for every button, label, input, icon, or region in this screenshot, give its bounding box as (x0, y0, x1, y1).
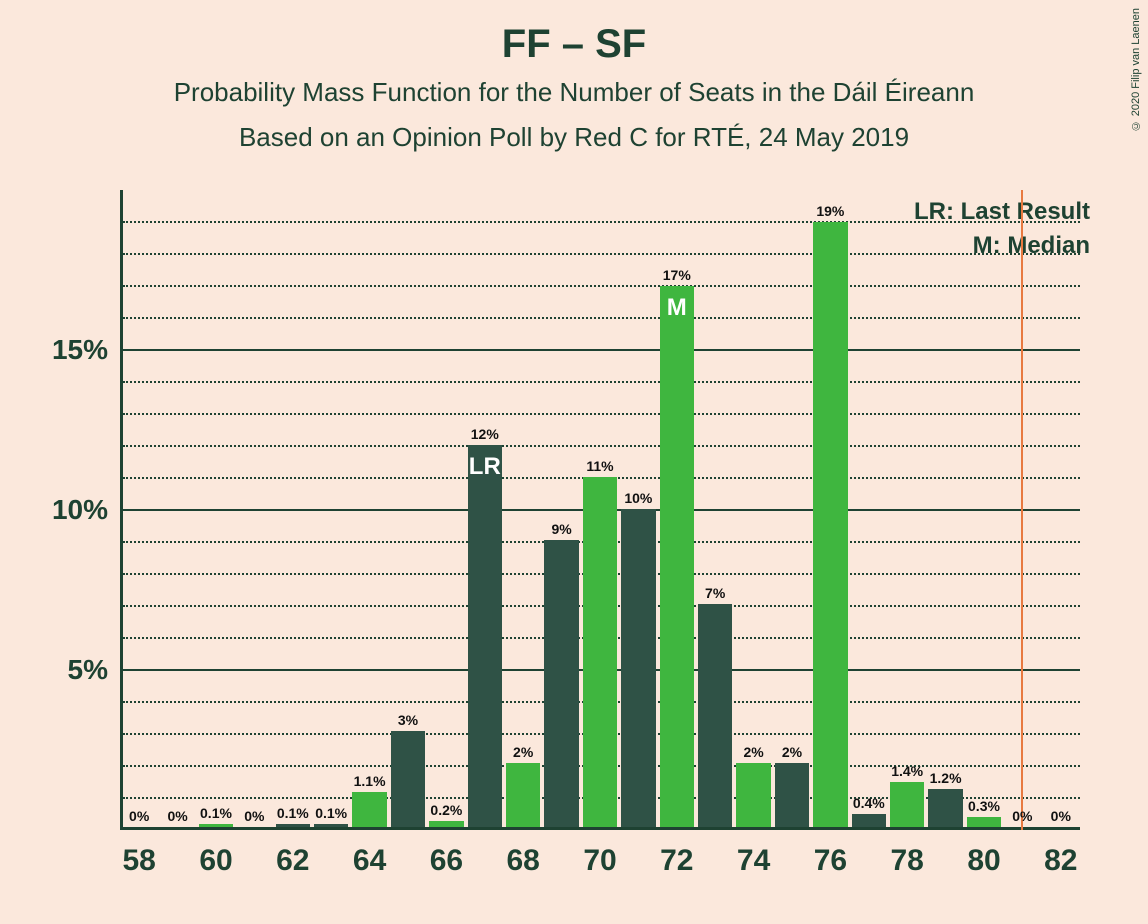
bar: 10% (621, 509, 656, 828)
bar-value-label: 2% (513, 744, 533, 763)
bar-value-label: 2% (782, 744, 802, 763)
x-tick-label: 70 (583, 844, 616, 878)
bar: 0.1% (314, 824, 349, 827)
bar-value-label: 9% (551, 521, 571, 540)
bar-value-label: 19% (816, 203, 844, 222)
bar: 2% (506, 763, 541, 827)
bar: 1.2% (928, 789, 963, 827)
x-axis-line (120, 827, 1080, 830)
bar: 17%M (660, 286, 695, 827)
bar-value-label: 0.4% (853, 795, 885, 814)
bar-value-label: 0.1% (277, 805, 309, 824)
x-tick-label: 58 (123, 844, 156, 878)
x-tick-label: 76 (814, 844, 847, 878)
bar: 0.4% (852, 814, 887, 827)
bar-value-label: 0% (244, 808, 264, 827)
titles: FF – SF Probability Mass Function for th… (0, 0, 1148, 153)
bar-value-label: 0% (167, 808, 187, 827)
chart-subtitle2: Based on an Opinion Poll by Red C for RT… (0, 122, 1148, 153)
bar-value-label: 0% (1051, 808, 1071, 827)
x-tick-label: 62 (276, 844, 309, 878)
x-tick-label: 80 (967, 844, 1000, 878)
copyright-text: © 2020 Filip van Laenen (1130, 8, 1142, 131)
x-tick-label: 66 (430, 844, 463, 878)
x-tick-label: 82 (1044, 844, 1077, 878)
bar: 3% (391, 731, 426, 827)
bar-value-label: 10% (624, 490, 652, 509)
bar: 19% (813, 222, 848, 827)
x-tick-label: 72 (660, 844, 693, 878)
bar-value-label: 7% (705, 585, 725, 604)
gridline-minor (123, 413, 1080, 415)
x-tick-label: 78 (891, 844, 924, 878)
x-tick-label: 68 (507, 844, 540, 878)
bar: 9% (544, 540, 579, 827)
bar-value-label: 0.2% (430, 802, 462, 821)
x-tick-label: 60 (199, 844, 232, 878)
bar: 0.1% (276, 824, 311, 827)
x-tick-label: 74 (737, 844, 770, 878)
bar-value-label: 0% (129, 808, 149, 827)
bar: 12%LR (468, 445, 503, 827)
gridline-major (123, 349, 1080, 351)
y-tick-label: 5% (18, 654, 108, 686)
gridline-minor (123, 253, 1080, 255)
y-tick-label: 15% (18, 334, 108, 366)
bar-value-label: 12% (471, 426, 499, 445)
bar-value-label: 1.2% (930, 770, 962, 789)
bar: 0.3% (967, 817, 1002, 827)
bar-value-label: 0.3% (968, 798, 1000, 817)
chart-subtitle: Probability Mass Function for the Number… (0, 77, 1148, 108)
x-tick-label: 64 (353, 844, 386, 878)
bar-value-label: 1.4% (891, 763, 923, 782)
bar-value-label: 0% (1012, 808, 1032, 827)
bar-value-label: 3% (398, 712, 418, 731)
gridline-minor (123, 285, 1080, 287)
chart-title: FF – SF (0, 22, 1148, 67)
bar: 1.1% (352, 792, 387, 827)
bar-value-label: 17% (663, 267, 691, 286)
y-tick-label: 10% (18, 494, 108, 526)
bar-value-label: 11% (586, 458, 613, 477)
bar: 1.4% (890, 782, 925, 827)
bar-value-label: 0.1% (200, 805, 232, 824)
bar: 11% (583, 477, 618, 827)
bar-marker-text: M (667, 294, 687, 322)
chart-plot-area: 5%10%15%586062646668707274767880820%0%0.… (120, 190, 1080, 830)
gridline-minor (123, 445, 1080, 447)
bar: 0.1% (199, 824, 234, 827)
bar-value-label: 0.1% (315, 805, 347, 824)
bar-marker-text: LR (469, 453, 501, 481)
bar: 0.2% (429, 821, 464, 827)
bar: 7% (698, 604, 733, 827)
bar: 2% (736, 763, 771, 827)
reference-vline (1021, 190, 1023, 830)
gridline-minor (123, 221, 1080, 223)
bar: 2% (775, 763, 810, 827)
gridline-minor (123, 317, 1080, 319)
bar-value-label: 1.1% (354, 773, 386, 792)
gridline-minor (123, 381, 1080, 383)
bar-value-label: 2% (743, 744, 763, 763)
